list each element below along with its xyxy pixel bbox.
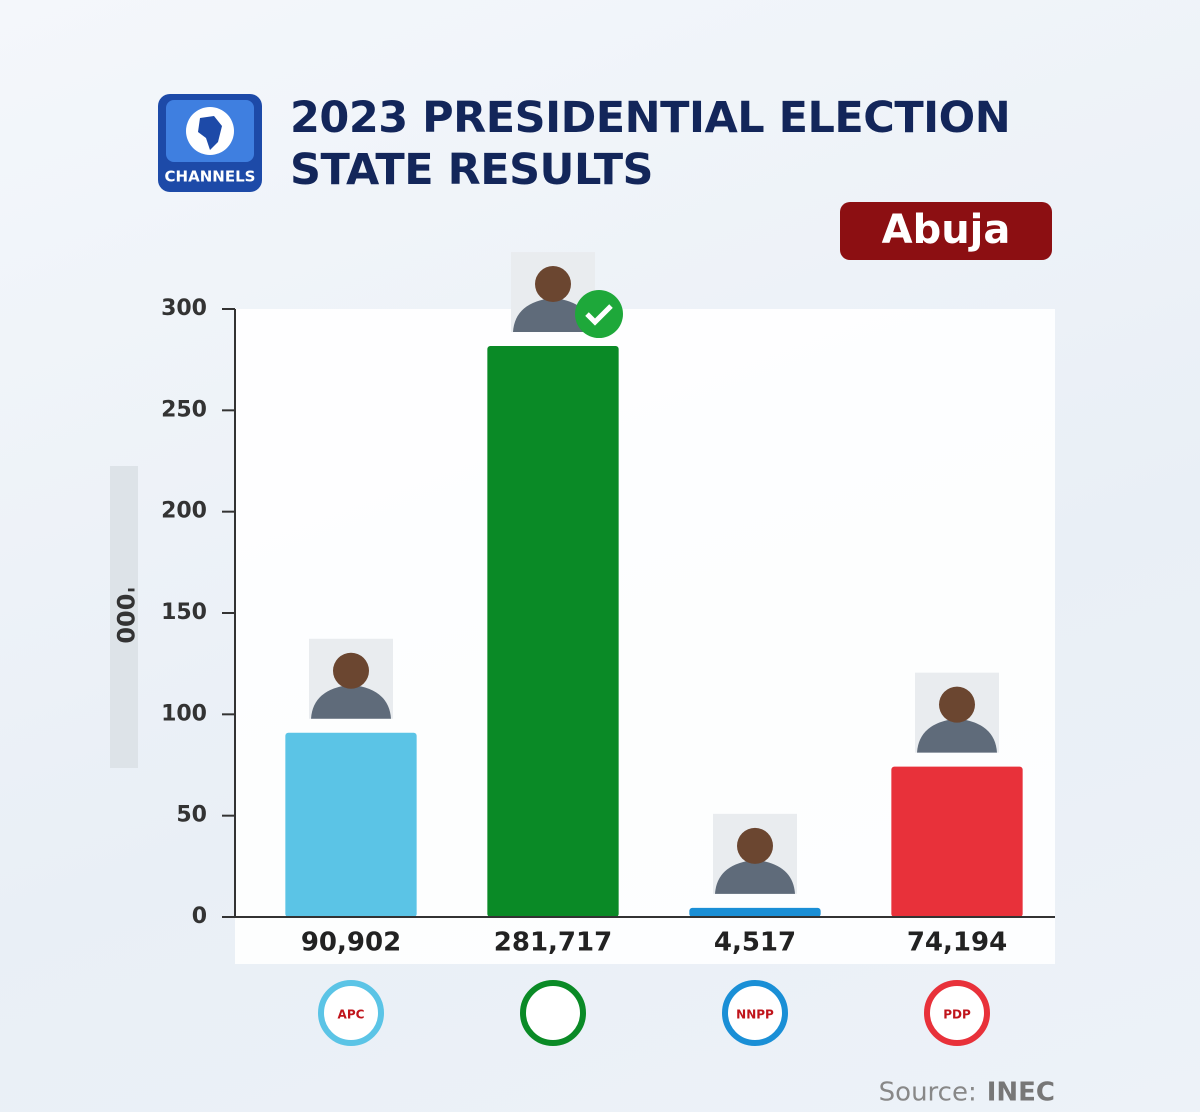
bar (891, 766, 1023, 917)
party-logo (520, 980, 586, 1046)
y-tick-label: 0 (192, 904, 207, 929)
y-tick-label: 100 (161, 701, 207, 726)
y-label-box (110, 466, 138, 768)
y-axis-label: '000 (111, 586, 139, 643)
value-label: 90,902 (301, 928, 401, 958)
portrait (309, 638, 393, 719)
portrait-head (535, 266, 571, 303)
source: INEC (987, 1078, 1055, 1108)
source-label: Source: (879, 1078, 977, 1108)
x-tick-label: NNPP (736, 1008, 774, 1022)
annotation: Abuja (882, 207, 1011, 253)
portrait-body (311, 684, 391, 719)
brand-text: CHANNELS (165, 168, 256, 186)
y-tick-label: 50 (176, 803, 207, 828)
value-label: 4,517 (714, 928, 796, 958)
portrait (915, 672, 999, 753)
x-tick-label: APC (338, 1008, 365, 1022)
bar (689, 907, 821, 917)
portrait-body (513, 298, 593, 333)
y-tick-label: 200 (161, 499, 207, 524)
bar (487, 346, 619, 917)
annotation-badge (840, 202, 1052, 260)
portrait-head (737, 827, 773, 864)
logo: CHANNELS (158, 94, 262, 192)
party-logo (924, 980, 990, 1046)
bar (285, 732, 417, 917)
party-logo (318, 980, 384, 1046)
value-label: 281,717 (494, 928, 612, 958)
y-tick-label: 250 (161, 397, 207, 422)
winner-check-mark (585, 304, 613, 326)
x-tick-label: PDP (943, 1008, 971, 1022)
y-tick-label: 150 (161, 600, 207, 625)
y-tick-label: 300 (161, 296, 207, 321)
winner-check (575, 290, 623, 339)
portrait-body (917, 718, 997, 753)
portrait-head (939, 686, 975, 723)
value-label: 74,194 (907, 928, 1007, 958)
portrait-head (333, 652, 369, 689)
portrait-body (715, 859, 795, 894)
portrait (713, 813, 797, 894)
party-logo (722, 980, 788, 1046)
chart-title: 2023 PRESIDENTIAL ELECTION STATE RESULTS (290, 93, 1011, 195)
